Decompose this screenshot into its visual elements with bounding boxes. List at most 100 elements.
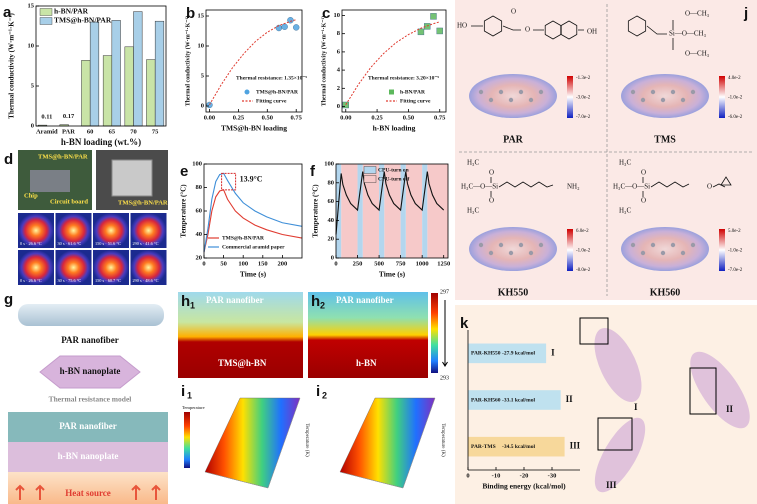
colorbar: [567, 229, 573, 271]
atom-label: O: [707, 183, 712, 191]
layer: [8, 412, 168, 442]
x-tick-label: 0: [334, 260, 337, 267]
colorbar-label: -1.0e-2: [728, 96, 743, 101]
panel-k: k PAR-KH550 -27.9 kcal/mol I PAR-KH560 -33.1 …: [460, 315, 581, 491]
panel-label: f: [310, 163, 316, 180]
model-label: Thermal resistance model: [49, 395, 132, 404]
complex-label: II: [726, 404, 734, 414]
thermal-label: 30 s · 75.6 °C: [58, 278, 82, 283]
atom-label: HO: [457, 22, 467, 30]
legend-label: h-BN/PAR: [54, 7, 89, 16]
atom: [528, 250, 534, 256]
legend-label: TMS@h-BN/PAR: [222, 235, 265, 241]
y-tick-label: 100: [192, 160, 202, 167]
colorbar-label: -8.0e-2: [576, 268, 591, 273]
thermal-image: [93, 250, 129, 285]
fiber-illustration: [18, 304, 164, 326]
x-axis-label: TMS@h-BN loading: [221, 124, 287, 133]
point: [430, 13, 437, 20]
molecule-name: KH560: [650, 287, 681, 298]
on-band: [357, 164, 363, 258]
x-axis-label: h-BN loading (wt.%): [61, 137, 141, 147]
y-axis-label: Thermal conductivity (W·m⁻¹·K⁻¹): [320, 16, 327, 107]
field-label: PAR nanofiber: [336, 295, 394, 305]
layer-label: h-BN nanoplate: [58, 451, 119, 461]
x-tick-label: -20: [520, 472, 529, 479]
layer-label: PAR nanofiber: [59, 421, 117, 431]
y-tick-label: 0: [331, 254, 334, 261]
temperature-surface: [339, 397, 436, 489]
x-tick-label: 70: [130, 128, 137, 135]
panel-label: g: [4, 291, 13, 308]
legend-swatch: [389, 89, 394, 95]
electrostatic-potential-map: [621, 227, 709, 271]
plot-frame: [341, 9, 447, 113]
y-tick-label: 0: [337, 103, 340, 110]
bar: [89, 21, 100, 127]
molecule-name: PAR: [503, 134, 524, 145]
colorbar-label: 293: [440, 375, 449, 381]
layer-label: PAR nanofiber: [61, 335, 119, 345]
panel-sublabel: 2: [322, 390, 327, 400]
panel-label: i: [181, 383, 185, 400]
temperature-field: [308, 292, 428, 378]
thermal-label: 0 s · 26.6 °C: [20, 241, 42, 246]
colorbar-label: -7.0e-2: [728, 268, 743, 273]
panel-label: i: [316, 383, 320, 400]
field-label: h-BN: [356, 358, 377, 368]
photo-label: Circuit board: [50, 198, 88, 205]
x-tick-label: 150: [258, 260, 268, 267]
x-tick-label: 0.00: [340, 114, 351, 121]
atom: [690, 242, 696, 248]
colorbar-label: -6.0e-2: [728, 115, 743, 120]
y-tick-label: 60: [328, 198, 335, 205]
thermal-label: 0 s · 26.6 °C: [20, 278, 42, 283]
atom: [538, 242, 544, 248]
bar-marker: III: [570, 441, 581, 451]
y-tick-label: 15: [198, 12, 205, 19]
atom: [680, 97, 686, 103]
colorbar-label: -1.0e-2: [576, 249, 591, 254]
x-axis-label: h-BN loading: [373, 124, 416, 133]
layer-label: h-BN nanoplate: [60, 366, 121, 376]
x-tick-label: Aramid: [36, 128, 58, 135]
category-label: PAR-KH560: [471, 397, 501, 403]
y-tick-label: 2: [337, 85, 340, 92]
x-tick-label: 100: [238, 260, 248, 267]
bar: [133, 11, 143, 127]
x-tick-label: 200: [278, 260, 288, 267]
atom-label: O—CH₃: [685, 50, 710, 58]
atom-label: O: [489, 169, 494, 177]
colorbar-label: 5.0e-2: [728, 229, 741, 234]
molecule-illustration: [594, 417, 646, 493]
colorbar: [719, 76, 725, 118]
off-band: [362, 164, 380, 258]
atom-label: H₃C—O—Si: [613, 183, 650, 191]
point: [342, 101, 349, 109]
temperature-surface: [204, 397, 301, 489]
point: [281, 23, 288, 30]
colorbar: [567, 76, 573, 118]
category-label: PAR-TMS: [471, 444, 496, 450]
y-tick-label: 60: [196, 207, 203, 214]
atom-label: H₃C: [619, 207, 631, 215]
thermal-image: [18, 250, 54, 285]
x-tick-label: 60: [87, 128, 94, 135]
atom-label: O: [641, 169, 646, 177]
legend-swatch: [39, 17, 53, 25]
x-tick-label: 750: [396, 260, 406, 267]
molecule-illustration: [594, 327, 642, 403]
y-tick-label: 10: [334, 12, 341, 19]
highlight-box: [597, 417, 633, 451]
bond: [490, 177, 554, 197]
bond: [544, 20, 562, 40]
y-tick-label: 10: [198, 42, 205, 49]
panel-label: a: [3, 4, 12, 21]
off-band: [405, 164, 423, 258]
panel-b: b Thermal resistance: 1.35×10⁻⁹ 0 5 10 15 0.00…: [184, 5, 307, 133]
panel-a: a Aramid PAR 60 65 70 75 0.11 0.17 0 5 10 15 h-BN loa…: [3, 2, 167, 147]
panel-label: j: [743, 5, 748, 22]
atom: [670, 242, 676, 248]
y-axis-label: Thermal conductivity (W·m⁻¹·K⁻¹): [8, 12, 16, 118]
line: [203, 189, 303, 253]
